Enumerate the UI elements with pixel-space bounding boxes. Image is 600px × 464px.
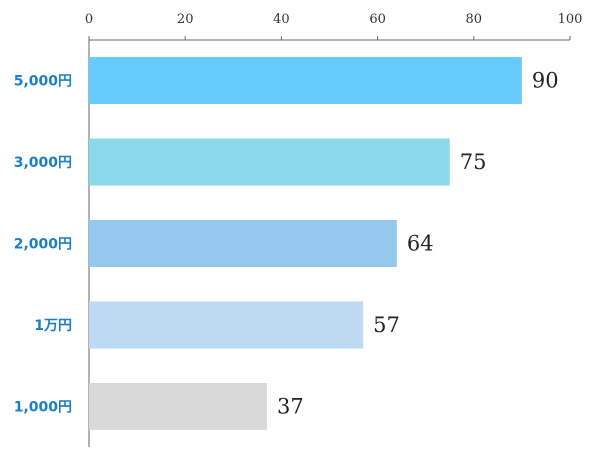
value-label: 57 [373, 313, 400, 337]
category-label: 1万円 [34, 318, 72, 334]
category-labels: 5,000円 3,000円 2,000円 1万円 1,000円 [14, 74, 72, 416]
bar [89, 301, 364, 349]
x-tick-label: 0 [85, 12, 93, 27]
x-tick-label: 20 [177, 12, 194, 27]
x-tick-label: 100 [558, 12, 583, 27]
x-axis-ticks: 0 20 40 60 80 100 [85, 12, 583, 40]
bars [89, 57, 522, 430]
category-label: 1,000円 [14, 400, 72, 416]
value-label: 37 [277, 395, 304, 419]
category-label: 3,000円 [14, 155, 72, 171]
bar [89, 383, 267, 430]
category-label: 2,000円 [14, 237, 72, 253]
bar [89, 57, 522, 104]
value-label: 90 [532, 69, 559, 93]
value-labels: 90 75 64 57 37 [277, 69, 559, 419]
value-label: 75 [460, 150, 487, 174]
bar [89, 138, 450, 186]
x-tick-label: 40 [273, 12, 290, 27]
x-tick-label: 80 [466, 12, 483, 27]
value-label: 64 [407, 232, 434, 256]
category-label: 5,000円 [14, 74, 72, 90]
x-tick-label: 60 [369, 12, 386, 27]
bar [89, 220, 397, 267]
